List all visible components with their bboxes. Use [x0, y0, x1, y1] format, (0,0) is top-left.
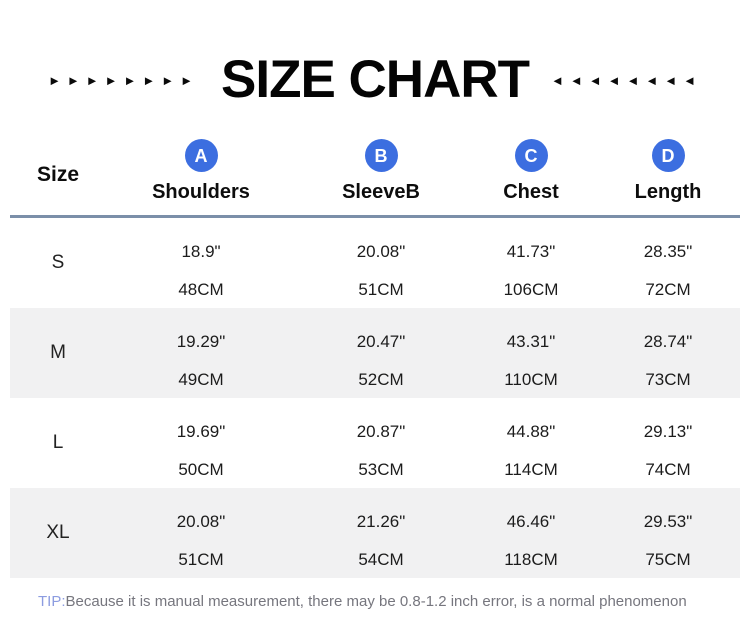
cell-m-length: 28.74" 73CM	[596, 308, 740, 398]
right-arrows-decoration: ◄◄◄◄◄◄◄◄	[551, 72, 702, 88]
inches-value: 20.08"	[176, 511, 226, 531]
size-table-body: S 18.9" 48CM 20.08" 51CM 41.73" 106CM 28…	[10, 218, 740, 578]
cm-value: 52CM	[358, 369, 404, 389]
cm-value: 118CM	[504, 549, 558, 569]
cell-l-shoulders: 19.69" 50CM	[106, 398, 296, 488]
cell-m-chest: 43.31" 110CM	[466, 308, 596, 398]
cm-value: 75CM	[645, 549, 691, 569]
cell-m-shoulders: 19.29" 49CM	[106, 308, 296, 398]
column-header-sleeveb: B SleeveB	[296, 135, 466, 215]
cell-s-sleeveb: 20.08" 51CM	[296, 218, 466, 308]
column-header-chest: C Chest	[466, 135, 596, 215]
cm-value: 53CM	[358, 459, 404, 479]
column-label-chest: Chest	[503, 181, 559, 203]
cm-value: 54CM	[358, 549, 404, 569]
size-table-header-row: Size A Shoulders B SleeveB C Chest D Len…	[10, 135, 740, 215]
table-row-xl: XL 20.08" 51CM 21.26" 54CM 46.46" 118CM …	[10, 488, 740, 578]
cell-s-length: 28.35" 72CM	[596, 218, 740, 308]
cm-value: 51CM	[358, 279, 404, 299]
left-arrows-decoration: ►►►►►►►►	[48, 72, 199, 88]
cell-l-sleeveb: 20.87" 53CM	[296, 398, 466, 488]
inches-value: 19.29"	[176, 331, 226, 351]
cell-s-chest: 41.73" 106CM	[466, 218, 596, 308]
inches-value: 28.35"	[643, 241, 693, 261]
cell-s-shoulders: 18.9" 48CM	[106, 218, 296, 308]
cell-m-sleeveb: 20.47" 52CM	[296, 308, 466, 398]
cm-value: 114CM	[504, 459, 558, 479]
size-label-l: L	[52, 432, 64, 453]
tip-text: Because it is manual measurement, there …	[65, 593, 687, 610]
inches-value: 28.74"	[643, 331, 693, 351]
cm-value: 106CM	[503, 279, 559, 299]
cell-xl-chest: 46.46" 118CM	[466, 488, 596, 578]
cell-l-length: 29.13" 74CM	[596, 398, 740, 488]
size-label-m: M	[50, 342, 66, 363]
cm-value: 73CM	[645, 369, 691, 389]
inches-value: 46.46"	[506, 511, 556, 531]
column-badge-c: C	[514, 139, 548, 172]
column-label-sleeveb: SleeveB	[342, 181, 420, 203]
inches-value: 29.53"	[643, 511, 693, 531]
column-label-length: Length	[634, 181, 702, 203]
cm-value: 51CM	[178, 549, 224, 569]
table-row-m: M 19.29" 49CM 20.47" 52CM 43.31" 110CM 2…	[10, 308, 740, 398]
inches-value: 18.9"	[181, 241, 221, 261]
inches-value: 44.88"	[506, 421, 556, 441]
table-row-l: L 19.69" 50CM 20.87" 53CM 44.88" 114CM 2…	[10, 398, 740, 488]
column-label-shoulders: Shoulders	[152, 181, 250, 203]
cell-xl-sleeveb: 21.26" 54CM	[296, 488, 466, 578]
size-label-s: S	[51, 252, 65, 273]
column-badge-a: A	[184, 139, 218, 172]
cm-value: 74CM	[645, 459, 691, 479]
size-label-xl: XL	[46, 522, 70, 543]
inches-value: 19.69"	[176, 421, 226, 441]
cell-xl-shoulders: 20.08" 51CM	[106, 488, 296, 578]
cell-xl-length: 29.53" 75CM	[596, 488, 740, 578]
size-chart-header: ►►►►►►►► SIZE CHART ◄◄◄◄◄◄◄◄	[0, 48, 750, 110]
column-badge-b: B	[364, 139, 398, 172]
inches-value: 29.13"	[643, 421, 693, 441]
cm-value: 110CM	[504, 369, 558, 389]
column-header-shoulders: A Shoulders	[106, 135, 296, 215]
column-header-size: Size	[36, 163, 80, 186]
inches-value: 20.47"	[356, 331, 406, 351]
inches-value: 41.73"	[506, 241, 556, 261]
header-divider	[10, 215, 740, 218]
inches-value: 20.08"	[356, 241, 406, 261]
inches-value: 20.87"	[356, 421, 406, 441]
cm-value: 49CM	[178, 369, 224, 389]
table-row-s: S 18.9" 48CM 20.08" 51CM 41.73" 106CM 28…	[10, 218, 740, 308]
page-title: SIZE CHART	[221, 49, 530, 109]
inches-value: 21.26"	[356, 511, 406, 531]
column-badge-d: D	[651, 139, 685, 172]
tip-label: TIP:	[38, 593, 66, 610]
cm-value: 50CM	[178, 459, 224, 479]
tip-note: TIP:Because it is manual measurement, th…	[38, 593, 687, 611]
cell-l-chest: 44.88" 114CM	[466, 398, 596, 488]
column-header-length: D Length	[596, 135, 740, 215]
cm-value: 48CM	[178, 279, 224, 299]
inches-value: 43.31"	[506, 331, 556, 351]
cm-value: 72CM	[645, 279, 691, 299]
